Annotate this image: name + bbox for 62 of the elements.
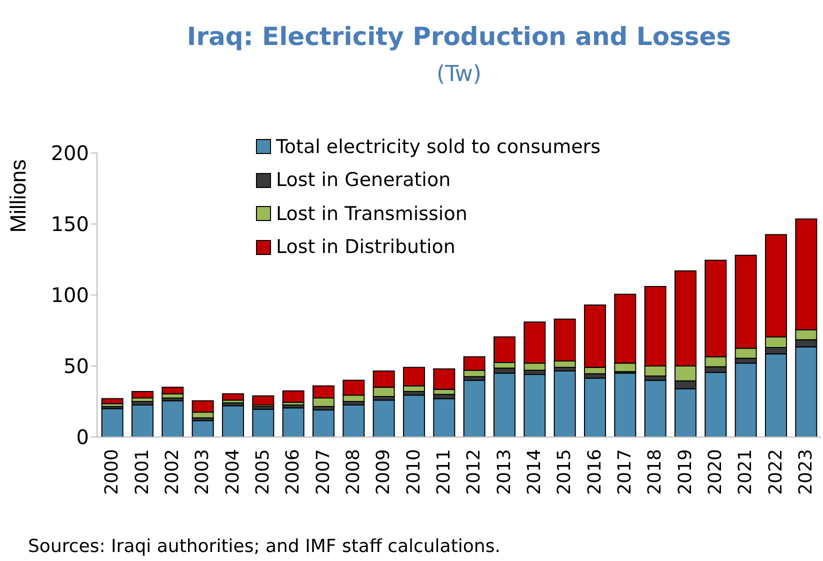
y-axis-title: Millions: [6, 159, 32, 233]
x-tick-label: 2001: [132, 449, 153, 495]
y-tick-label: 50: [64, 354, 89, 378]
bar: [101, 408, 124, 437]
x-tick-label: 2008: [342, 449, 364, 495]
bar: [463, 380, 486, 437]
legend-label: Lost in Distribution: [276, 236, 456, 258]
legend-label: Total electricity sold to consumers: [276, 136, 600, 158]
bar: [252, 395, 274, 406]
bar: [192, 420, 214, 437]
x-tick-label: 2000: [102, 449, 123, 495]
bar: [372, 400, 395, 437]
bar: [734, 362, 757, 437]
bar: [312, 410, 334, 437]
source-note: Sources: Iraqi authorities; and IMF staff calculations.: [28, 536, 500, 557]
x-tick-label: 2009: [373, 449, 394, 495]
x-tick-label: 2013: [494, 449, 515, 495]
bar: [584, 378, 606, 437]
y-tick-label: 0: [76, 425, 89, 450]
x-tick-label: 2003: [192, 449, 214, 495]
bar: [433, 398, 456, 437]
x-tick-label: 2005: [252, 449, 274, 495]
bar: [644, 380, 666, 437]
x-tick-label: 2004: [222, 449, 244, 495]
chart-title: Iraq: Electricity Production and Losses: [186, 22, 732, 51]
bar: [252, 408, 274, 437]
x-tick-label: 2011: [433, 449, 454, 495]
bar: [131, 404, 154, 437]
x-tick-label: 2007: [312, 449, 334, 495]
x-tick-label: 2019: [674, 449, 696, 495]
x-tick-label: 2021: [735, 449, 756, 495]
bar: [282, 390, 304, 403]
bar: [493, 372, 516, 437]
bar: [222, 405, 244, 437]
y-tick-label: 100: [50, 283, 89, 308]
bar: [282, 407, 304, 437]
x-tick-label: 2018: [644, 449, 666, 495]
bar: [162, 400, 184, 437]
x-tick-label: 2006: [282, 449, 304, 495]
x-tick-label: 2022: [765, 449, 786, 495]
x-tick-label: 2020: [704, 449, 726, 495]
x-tick-label: 2012: [464, 449, 485, 495]
x-tick-label: 2015: [554, 449, 576, 495]
x-tick-label: 2017: [614, 449, 636, 495]
bar: [101, 398, 124, 404]
bar: [162, 386, 184, 394]
legend-label: Lost in Transmission: [276, 202, 468, 225]
bar: [222, 393, 244, 401]
chart-subtitle: (Tw): [436, 62, 482, 87]
x-tick-label: 2002: [162, 449, 183, 495]
bar: [131, 391, 154, 398]
x-tick-label: 2014: [524, 449, 545, 495]
bar: [342, 404, 365, 437]
x-tick-label: 2010: [403, 449, 424, 495]
bar: [524, 374, 546, 437]
x-tick-label: 2016: [584, 449, 606, 495]
y-tick-label: 150: [50, 212, 89, 236]
bar: [554, 370, 576, 437]
x-tick-label: 2023: [795, 449, 816, 495]
bar: [402, 394, 425, 437]
legend-label: Lost in Generation: [276, 169, 451, 192]
y-tick-label: 200: [50, 141, 89, 166]
